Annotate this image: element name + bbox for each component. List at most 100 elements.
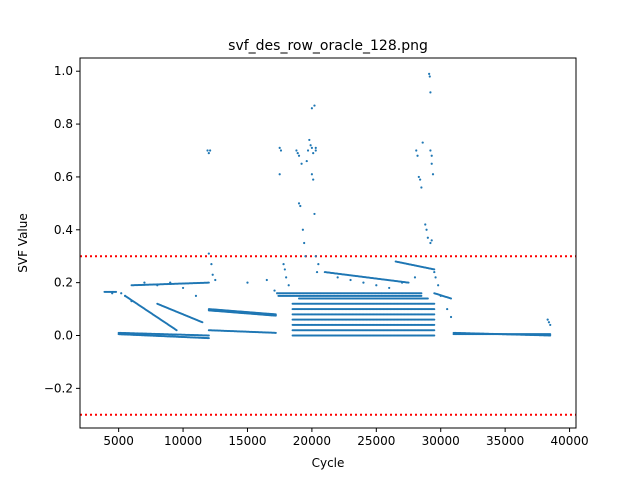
data-point — [310, 173, 313, 176]
data-point — [428, 72, 431, 75]
data-point — [375, 284, 378, 287]
data-point — [429, 241, 432, 245]
data-point — [312, 152, 315, 155]
data-point — [300, 162, 303, 165]
data-point — [428, 75, 431, 78]
data-point — [424, 223, 427, 226]
data-point — [433, 313, 436, 316]
x-tick-label: 25000 — [357, 434, 395, 448]
data-point — [429, 91, 432, 94]
chart-title: svf_des_row_oracle_128.png — [228, 38, 428, 54]
data-point — [417, 175, 420, 179]
data-point — [265, 278, 268, 282]
data-point — [446, 307, 449, 311]
data-point — [315, 270, 319, 274]
data-point — [430, 154, 433, 157]
data-point — [120, 292, 123, 295]
data-point — [336, 276, 339, 279]
data-point — [297, 202, 301, 205]
x-tick-label: 35000 — [486, 434, 524, 448]
data-point — [111, 292, 114, 295]
data-point — [426, 297, 429, 300]
y-tick-label: 0.4 — [54, 223, 73, 237]
data-point — [156, 284, 159, 287]
data-point — [433, 334, 436, 337]
data-point — [301, 228, 304, 231]
data-point — [421, 141, 424, 144]
data-point — [276, 292, 279, 295]
data-point — [305, 159, 308, 163]
x-tick-label: 5000 — [103, 434, 134, 448]
data-point — [194, 294, 198, 297]
x-tick-label: 15000 — [228, 434, 266, 448]
x-axis: 5000 10000 15000 20000 25000 30000 35000 40000 — [103, 428, 589, 448]
x-tick-label: 20000 — [293, 434, 331, 448]
data-point — [420, 186, 423, 189]
data-point — [143, 281, 146, 284]
data-point — [201, 321, 204, 324]
data-point — [313, 104, 316, 107]
data-point — [306, 149, 310, 152]
data-point — [416, 154, 419, 157]
data-point — [206, 149, 209, 152]
data-point — [433, 308, 436, 311]
data-point — [314, 255, 317, 258]
data-point — [169, 281, 172, 284]
y-axis: −0.2 0.0 0.2 0.4 0.6 0.8 1.0 — [44, 64, 80, 395]
data-point — [439, 294, 442, 297]
data-point — [287, 284, 290, 287]
data-point — [420, 292, 423, 295]
data-point — [433, 270, 436, 274]
data-point — [214, 278, 217, 282]
data-point — [304, 255, 307, 258]
data-point — [303, 241, 306, 245]
data-point — [314, 149, 317, 152]
plot-area — [80, 72, 576, 416]
data-point — [175, 329, 178, 332]
data-point — [246, 281, 249, 284]
data-point — [433, 329, 436, 332]
data-point — [546, 318, 549, 321]
data-point — [282, 263, 285, 266]
data-point — [312, 178, 315, 181]
data-point — [310, 146, 313, 149]
data-point — [317, 263, 320, 266]
y-tick-label: 0.0 — [54, 329, 73, 343]
data-point — [299, 204, 302, 208]
data-point — [207, 281, 210, 284]
data-point — [429, 149, 432, 152]
data-point — [425, 228, 428, 231]
plot-frame — [79, 57, 577, 429]
data-point — [549, 323, 552, 327]
data-point — [274, 314, 277, 317]
data-point — [207, 152, 210, 155]
data-point — [130, 300, 133, 303]
data-point — [115, 290, 118, 293]
data-point — [207, 334, 210, 337]
data-point — [437, 284, 440, 287]
data-point — [314, 146, 317, 149]
y-tick-label: 0.8 — [54, 117, 73, 131]
data-point — [279, 149, 283, 152]
data-point — [413, 276, 417, 279]
y-tick-label: 1.0 — [54, 64, 73, 78]
data-point — [430, 162, 433, 165]
data-point — [420, 294, 423, 297]
data-point — [433, 302, 436, 305]
x-axis-label: Cycle — [312, 456, 345, 470]
data-point — [123, 294, 127, 297]
data-point — [549, 333, 552, 336]
data-point — [278, 173, 281, 176]
x-tick-label: 40000 — [550, 434, 588, 448]
data-point — [209, 149, 212, 152]
data-point — [295, 149, 298, 152]
data-point — [434, 276, 437, 279]
y-axis-label: SVF Value — [16, 213, 30, 273]
data-point — [207, 337, 210, 340]
data-point — [273, 289, 276, 292]
data-point — [449, 315, 453, 319]
data-point — [433, 268, 436, 271]
data-point — [547, 321, 551, 324]
data-point — [433, 323, 436, 326]
